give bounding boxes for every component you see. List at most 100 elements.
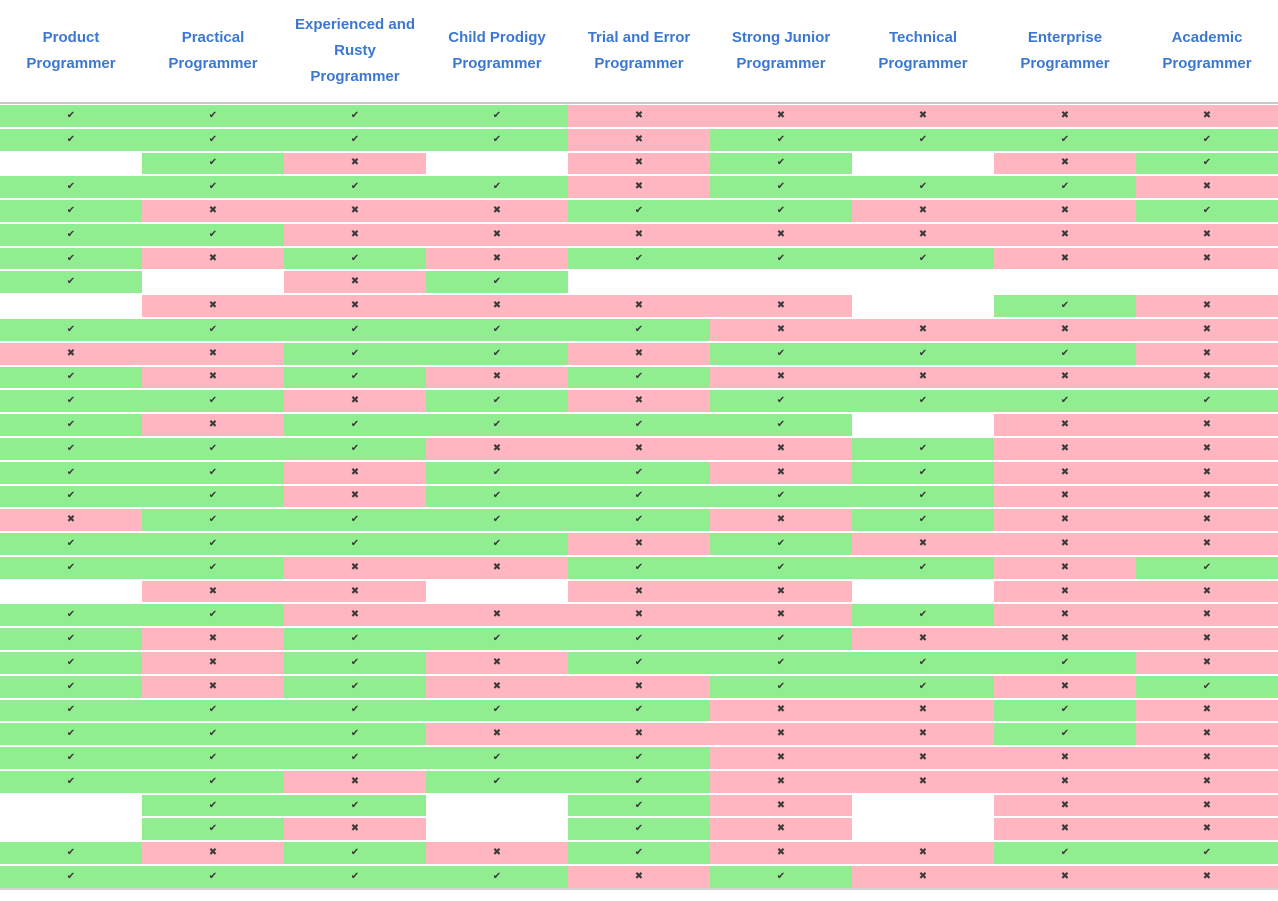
check-icon: ✔ xyxy=(492,633,502,645)
table-row: ✔ ✖ ✖ ✖ ✔ ✔ ✖ ✖ ✔ xyxy=(0,200,1278,222)
matrix-cell-r13-c5: ✖ xyxy=(568,390,710,413)
cross-icon: ✖ xyxy=(492,252,502,264)
check-icon: ✔ xyxy=(208,466,218,478)
cross-icon: ✖ xyxy=(208,371,218,383)
matrix-cell-r3-c1 xyxy=(0,153,142,175)
matrix-cell-r5-c3: ✖ xyxy=(284,200,426,222)
matrix-cell-r6-c2: ✔ xyxy=(142,223,284,246)
check-icon: ✔ xyxy=(208,561,218,573)
cross-icon: ✖ xyxy=(1202,323,1212,335)
check-icon: ✔ xyxy=(350,323,360,335)
matrix-cell-r23-c6: ✔ xyxy=(710,628,852,650)
check-icon: ✔ xyxy=(66,205,76,217)
matrix-cell-r6-c5: ✖ xyxy=(568,223,710,246)
table-header-row: Product Programmer Practical Programmer … xyxy=(0,0,1278,102)
matrix-cell-r15-c3: ✔ xyxy=(284,437,426,460)
footer-whitespace xyxy=(0,890,1278,901)
matrix-cell-r24-c6: ✔ xyxy=(710,651,852,674)
check-icon: ✔ xyxy=(1060,847,1070,859)
matrix-cell-r23-c2: ✖ xyxy=(142,628,284,650)
check-icon: ✔ xyxy=(350,133,360,145)
cross-icon: ✖ xyxy=(1060,609,1070,621)
matrix-cell-r30-c5: ✔ xyxy=(568,794,710,817)
matrix-cell-r10-c9: ✖ xyxy=(1136,319,1278,341)
check-icon: ✔ xyxy=(66,680,76,692)
check-icon: ✔ xyxy=(350,109,360,121)
table-row: ✔ ✔ ✔ ✔ ✖ ✔ ✖ ✖ ✖ xyxy=(0,533,1278,555)
check-icon: ✔ xyxy=(350,751,360,763)
matrix-cell-r6-c1: ✔ xyxy=(0,223,142,246)
cross-icon: ✖ xyxy=(1202,537,1212,549)
matrix-cell-r20-c6: ✔ xyxy=(710,556,852,579)
matrix-cell-r28-c9: ✖ xyxy=(1136,747,1278,769)
matrix-cell-r24-c2: ✖ xyxy=(142,651,284,674)
check-icon: ✔ xyxy=(492,347,502,359)
check-icon: ✔ xyxy=(1202,847,1212,859)
matrix-cell-r31-c1 xyxy=(0,818,142,840)
cross-icon: ✖ xyxy=(776,728,786,740)
matrix-cell-r10-c4: ✔ xyxy=(426,319,568,341)
check-icon: ✔ xyxy=(492,109,502,121)
matrix-cell-r12-c1: ✔ xyxy=(0,366,142,389)
matrix-cell-r27-c1: ✔ xyxy=(0,723,142,746)
matrix-cell-r32-c4: ✖ xyxy=(426,842,568,864)
cross-icon: ✖ xyxy=(1202,870,1212,882)
check-icon: ✔ xyxy=(492,870,502,882)
cross-icon: ✖ xyxy=(1060,561,1070,573)
matrix-cell-r13-c2: ✔ xyxy=(142,390,284,413)
matrix-cell-r30-c6: ✖ xyxy=(710,794,852,817)
matrix-cell-r19-c8: ✖ xyxy=(994,533,1136,555)
matrix-cell-r7-c5: ✔ xyxy=(568,247,710,270)
matrix-cell-r1-c1: ✔ xyxy=(0,105,142,127)
matrix-cell-r25-c3: ✔ xyxy=(284,675,426,698)
matrix-cell-r18-c4: ✔ xyxy=(426,509,568,532)
cross-icon: ✖ xyxy=(634,609,644,621)
check-icon: ✔ xyxy=(634,323,644,335)
check-icon: ✔ xyxy=(918,561,928,573)
matrix-cell-r20-c4: ✖ xyxy=(426,556,568,579)
matrix-cell-r9-c9: ✖ xyxy=(1136,295,1278,318)
matrix-cell-r8-c7 xyxy=(852,271,994,293)
matrix-cell-r16-c7: ✔ xyxy=(852,461,994,484)
cross-icon: ✖ xyxy=(1060,371,1070,383)
table-row: ✔ ✔ ✔ ✔ ✖ ✔ ✔ ✔ ✔ xyxy=(0,128,1278,151)
table-row: ✔ ✔ ✔ ✔ ✖ ✔ ✔ ✔ ✖ xyxy=(0,176,1278,199)
cross-icon: ✖ xyxy=(1202,609,1212,621)
matrix-cell-r30-c9: ✖ xyxy=(1136,794,1278,817)
table-row: ✔ ✔ ✔ ✖ ✖ ✖ xyxy=(0,794,1278,817)
check-icon: ✔ xyxy=(492,537,502,549)
matrix-cell-r23-c5: ✔ xyxy=(568,628,710,650)
matrix-cell-r3-c9: ✔ xyxy=(1136,152,1278,175)
table-row: ✔ ✖ ✔ ✖ ✖ ✔ ✔ ✖ ✔ xyxy=(0,675,1278,698)
check-icon: ✔ xyxy=(776,537,786,549)
table-row: ✔ ✖ ✔ ✖ ✔ ✔ ✔ ✖ ✖ xyxy=(0,247,1278,270)
check-icon: ✔ xyxy=(776,395,786,407)
check-icon: ✔ xyxy=(492,704,502,716)
cross-icon: ✖ xyxy=(1060,490,1070,502)
matrix-cell-r3-c8: ✖ xyxy=(994,152,1136,175)
check-icon: ✔ xyxy=(634,466,644,478)
matrix-cell-r6-c8: ✖ xyxy=(994,223,1136,246)
cross-icon: ✖ xyxy=(1060,228,1070,240)
check-icon: ✔ xyxy=(918,181,928,193)
matrix-cell-r23-c8: ✖ xyxy=(994,628,1136,650)
check-icon: ✔ xyxy=(66,775,76,787)
check-icon: ✔ xyxy=(208,704,218,716)
cross-icon: ✖ xyxy=(1202,347,1212,359)
check-icon: ✔ xyxy=(66,252,76,264)
matrix-cell-r6-c3: ✖ xyxy=(284,223,426,246)
matrix-cell-r28-c6: ✖ xyxy=(710,747,852,769)
cross-icon: ✖ xyxy=(776,109,786,121)
check-icon: ✔ xyxy=(1060,300,1070,312)
matrix-cell-r21-c2: ✖ xyxy=(142,580,284,603)
matrix-cell-r1-c5: ✖ xyxy=(568,105,710,127)
matrix-cell-r8-c1: ✔ xyxy=(0,271,142,294)
cross-icon: ✖ xyxy=(1060,870,1070,882)
matrix-cell-r2-c8: ✔ xyxy=(994,128,1136,151)
matrix-cell-r24-c3: ✔ xyxy=(284,651,426,674)
matrix-cell-r27-c9: ✖ xyxy=(1136,723,1278,746)
table-row: ✔ ✔ ✖ ✖ ✖ ✖ ✖ ✖ ✖ xyxy=(0,223,1278,246)
matrix-cell-r3-c5: ✖ xyxy=(568,152,710,175)
header-divider xyxy=(0,102,1278,104)
column-header-practical-programmer: Practical Programmer xyxy=(168,29,258,72)
